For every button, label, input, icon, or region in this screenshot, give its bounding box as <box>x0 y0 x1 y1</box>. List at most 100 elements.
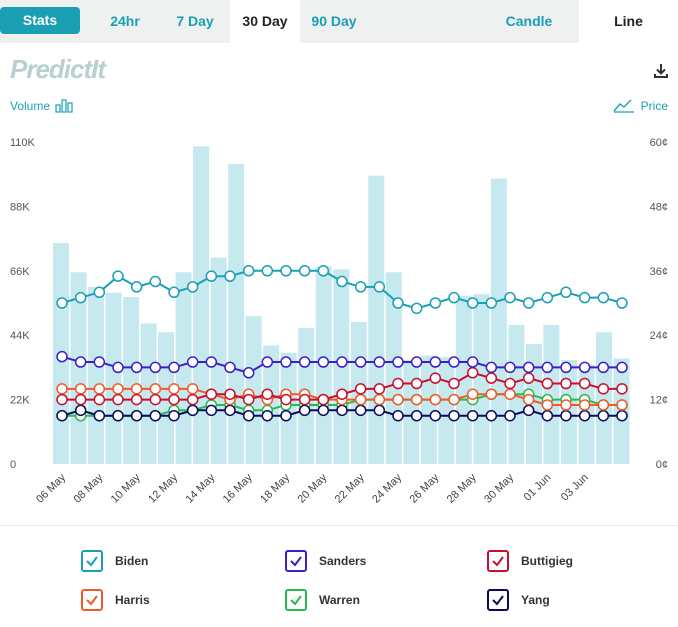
checkbox-buttigieg[interactable] <box>487 550 509 572</box>
tab-90-day[interactable]: 90 Day <box>311 13 357 29</box>
series-point-sanders <box>616 361 628 374</box>
check-icon <box>290 595 302 606</box>
series-point-sanders <box>560 361 572 374</box>
checkbox-sanders[interactable] <box>285 550 307 572</box>
series-point-buttigieg <box>354 383 367 395</box>
left-axis-tick: 110K <box>10 137 36 149</box>
series-point-biden <box>578 291 591 304</box>
volume-bar <box>420 355 437 464</box>
series-point-biden <box>56 297 68 309</box>
series-point-yang <box>578 409 591 422</box>
series-point-harris <box>578 399 591 411</box>
check-icon <box>86 595 98 606</box>
series-point-sanders <box>336 356 348 368</box>
series-point-sanders <box>429 356 442 368</box>
series-point-yang <box>93 409 106 422</box>
series-point-biden <box>186 281 199 293</box>
series-point-harris <box>74 383 87 395</box>
series-point-biden <box>168 286 180 299</box>
series-point-buttigieg <box>242 393 255 406</box>
series-point-harris <box>429 393 442 406</box>
series-point-harris <box>149 383 162 395</box>
series-point-yang <box>317 404 330 417</box>
tab-line[interactable]: Line <box>579 0 678 43</box>
series-point-biden <box>261 265 274 277</box>
series-point-harris <box>56 383 68 395</box>
series-point-yang <box>168 409 180 422</box>
x-axis-tick: 22 May <box>333 471 367 505</box>
x-axis-tick: 18 May <box>258 471 292 505</box>
checkbox-yang[interactable] <box>487 589 509 611</box>
series-point-yang <box>448 409 460 422</box>
series-point-biden <box>429 297 442 309</box>
series-point-sanders <box>578 361 591 374</box>
series-point-buttigieg <box>130 393 143 406</box>
series-point-sanders <box>466 356 479 368</box>
series-point-sanders <box>112 361 124 374</box>
series-point-biden <box>74 291 87 304</box>
series-point-buttigieg <box>392 377 404 390</box>
checkbox-biden[interactable] <box>81 550 103 572</box>
stats-button[interactable]: Stats <box>0 7 80 34</box>
tab-7-day[interactable]: 7 Day <box>176 13 214 29</box>
series-point-yang <box>373 404 386 417</box>
legend-label-buttigieg: Buttigieg <box>521 554 573 568</box>
x-axis-tick: 24 May <box>370 471 404 505</box>
series-point-sanders <box>410 356 423 368</box>
series-point-biden <box>354 281 367 293</box>
series-point-harris <box>597 399 610 411</box>
series-point-yang <box>392 409 404 422</box>
legend-label-yang: Yang <box>521 593 550 607</box>
volume-bar <box>105 292 122 464</box>
checkbox-harris[interactable] <box>81 589 103 611</box>
series-point-sanders <box>242 367 255 379</box>
series-point-yang <box>224 404 236 417</box>
volume-axis-label[interactable]: Volume <box>10 97 75 113</box>
check-icon <box>492 595 504 606</box>
series-point-sanders <box>168 361 180 374</box>
x-axis-tick: 03 Jun <box>559 472 591 504</box>
volume-bar <box>140 323 157 464</box>
x-axis-tick: 06 May <box>34 471 68 505</box>
legend: Biden Sanders Buttigieg Harris Warren Ya… <box>0 525 678 627</box>
series-point-yang <box>242 409 255 422</box>
series-point-biden <box>280 265 292 277</box>
download-icon[interactable] <box>652 62 670 80</box>
series-point-buttigieg <box>74 393 87 406</box>
right-axis-tick: 48¢ <box>650 201 668 213</box>
series-point-harris <box>522 393 535 406</box>
series-point-buttigieg <box>616 383 628 395</box>
x-axis-tick: 28 May <box>445 471 479 505</box>
tab-candle[interactable]: Candle <box>505 13 553 29</box>
series-point-yang <box>280 409 292 422</box>
series-point-yang <box>261 409 274 422</box>
series-point-biden <box>522 297 535 309</box>
checkbox-warren[interactable] <box>285 589 307 611</box>
series-point-harris <box>466 388 479 400</box>
right-axis-tick: 12¢ <box>650 395 668 407</box>
series-point-harris <box>112 383 124 395</box>
series-point-buttigieg <box>541 377 554 390</box>
right-axis-tick: 60¢ <box>650 137 668 149</box>
x-axis-tick: 20 May <box>295 471 329 505</box>
series-point-buttigieg <box>93 393 106 406</box>
series-point-yang <box>485 409 498 422</box>
series-point-sanders <box>541 361 554 374</box>
right-axis-tick: 0¢ <box>656 459 668 471</box>
volume-bar <box>245 316 262 464</box>
series-point-biden <box>112 270 124 282</box>
check-icon <box>492 556 504 567</box>
series-point-harris <box>485 388 498 400</box>
series-point-sanders <box>56 350 68 363</box>
series-point-buttigieg <box>373 383 386 395</box>
series-point-yang <box>541 409 554 422</box>
tab-30-day[interactable]: 30 Day <box>230 0 300 43</box>
tab-24hr[interactable]: 24hr <box>110 13 140 29</box>
series-point-sanders <box>74 356 87 368</box>
price-axis-label[interactable]: Price <box>613 97 668 113</box>
x-axis-tick: 14 May <box>183 471 217 505</box>
series-point-buttigieg <box>298 393 311 406</box>
series-point-yang <box>522 404 535 417</box>
series-point-yang <box>466 409 479 422</box>
volume-bar <box>595 332 612 464</box>
